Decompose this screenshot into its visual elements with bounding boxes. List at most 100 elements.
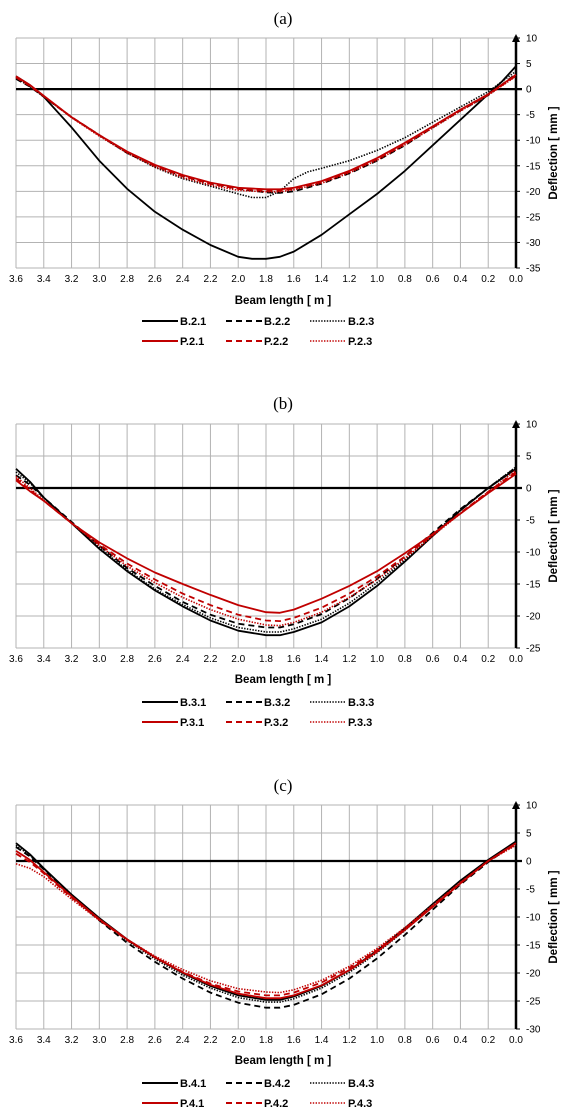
x-tick-label: 0.8	[398, 654, 412, 665]
legend: B.3.1 B.3.2 B.3.3 P.3.1 P.3.2 P.3.3	[142, 697, 374, 729]
y-tick-label: 0	[526, 484, 532, 495]
x-tick-label: 1.2	[342, 1035, 356, 1046]
y-tick-label: -5	[526, 516, 535, 527]
y-tick-label: -30	[526, 1025, 541, 1036]
x-tick-label: 3.0	[92, 1035, 106, 1046]
x-tick-label: 0.6	[426, 274, 440, 285]
y-tick-label: -35	[526, 264, 541, 275]
chart-panel-c: (c) 10 5 0 -5 -10 -15 -20 -25 -30 3.6 3.4 3.2 3.0 2.8 2…	[9, 776, 560, 1110]
y-tick-label: -5	[526, 110, 535, 121]
series-lines	[15, 65, 517, 260]
x-tick-label: 3.2	[65, 274, 79, 285]
series-line-P.2.3	[15, 75, 517, 193]
y-tick-label: -15	[526, 580, 541, 591]
y-axis-title: Deflection [ mm ]	[548, 489, 560, 582]
x-tick-label: 1.4	[315, 654, 329, 665]
x-axis-title: Beam length [ m ]	[235, 1055, 332, 1067]
legend-label-P.2.2: P.2.2	[264, 336, 288, 348]
x-tick-label: 1.8	[259, 274, 273, 285]
x-tick-label: 1.0	[370, 1035, 384, 1046]
x-tick-label: 0.4	[453, 274, 467, 285]
panel-label: (c)	[274, 776, 293, 795]
x-tick-label: 2.2	[203, 274, 217, 285]
legend-label-P.4.1: P.4.1	[180, 1098, 204, 1110]
legend-label-P.3.3: P.3.3	[348, 717, 372, 729]
legend-label-P.4.3: P.4.3	[348, 1098, 372, 1110]
y-tick-label: -30	[526, 238, 541, 249]
y-tick-label: -25	[526, 644, 541, 655]
legend-label-B.2.2: B.2.2	[264, 316, 290, 328]
series-line-B.3.1	[15, 468, 517, 637]
series-line-P.3.3	[15, 469, 517, 627]
x-tick-label: 3.6	[9, 274, 23, 285]
x-tick-label: 0.8	[398, 274, 412, 285]
x-tick-label: 1.8	[259, 654, 273, 665]
x-tick-label: 3.6	[9, 654, 23, 665]
legend-label-B.3.3: B.3.3	[348, 697, 374, 709]
y-tick-label: -10	[526, 136, 541, 147]
x-tick-label: 2.6	[148, 274, 162, 285]
x-tick-label: 2.8	[120, 274, 134, 285]
y-tick-label: -5	[526, 885, 535, 896]
x-axis-title: Beam length [ m ]	[235, 295, 332, 307]
y-tick-label: -15	[526, 941, 541, 952]
x-axis-title: Beam length [ m ]	[235, 674, 332, 686]
series-lines	[15, 840, 517, 1009]
x-tick-label: 3.2	[65, 654, 79, 665]
chart-panel-b: (b) 10 5 0 -5 -10 -15 -20 -25 3.6 3.4 3.2 3.0 2.8 2.6 2…	[9, 394, 560, 729]
x-tick-label: 0.2	[481, 1035, 495, 1046]
y-tick-label: -20	[526, 612, 541, 623]
x-tick-label: 2.4	[176, 1035, 190, 1046]
series-line-B.4.2	[15, 841, 517, 1009]
legend-label-B.4.2: B.4.2	[264, 1078, 290, 1090]
x-tick-label: 2.4	[176, 274, 190, 285]
y-tick-label: 5	[526, 452, 532, 463]
x-tick-label: 1.2	[342, 274, 356, 285]
y-tick-label: -20	[526, 187, 541, 198]
x-tick-label: 0.2	[481, 274, 495, 285]
y-tick-label: -10	[526, 913, 541, 924]
x-tick-label: 1.0	[370, 654, 384, 665]
legend-label-B.2.1: B.2.1	[180, 316, 206, 328]
x-tick-label: 0.0	[509, 1035, 523, 1046]
legend-label-B.4.3: B.4.3	[348, 1078, 374, 1090]
y-tick-label: -20	[526, 969, 541, 980]
legend-label-B.2.3: B.2.3	[348, 316, 374, 328]
y-tick-label: 0	[526, 85, 532, 96]
x-tick-label: 1.6	[287, 654, 301, 665]
x-tick-label: 1.6	[287, 1035, 301, 1046]
legend-label-P.3.2: P.3.2	[264, 717, 288, 729]
panel-label: (a)	[274, 9, 293, 28]
x-tick-label: 1.4	[315, 1035, 329, 1046]
series-lines	[15, 466, 517, 637]
x-tick-label: 2.8	[120, 1035, 134, 1046]
y-tick-label: -10	[526, 548, 541, 559]
legend: B.4.1 B.4.2 B.4.3 P.4.1 P.4.2 P.4.3	[142, 1078, 374, 1110]
y-tick-label: 10	[526, 420, 538, 431]
x-tick-label: 2.4	[176, 654, 190, 665]
legend-label-P.2.1: P.2.1	[180, 336, 204, 348]
legend-label-P.4.2: P.4.2	[264, 1098, 288, 1110]
legend-label-B.3.2: B.3.2	[264, 697, 290, 709]
legend-label-P.3.1: P.3.1	[180, 717, 204, 729]
x-tick-label: 3.6	[9, 1035, 23, 1046]
x-tick-label: 1.0	[370, 274, 384, 285]
y-axis-title: Deflection [ mm ]	[548, 870, 560, 963]
series-line-P.4.3	[15, 844, 517, 994]
x-tick-label: 1.4	[315, 274, 329, 285]
x-tick-label: 2.0	[231, 654, 245, 665]
x-tick-label: 1.2	[342, 654, 356, 665]
x-tick-label: 2.0	[231, 274, 245, 285]
x-tick-label: 0.8	[398, 1035, 412, 1046]
legend-label-B.3.1: B.3.1	[180, 697, 206, 709]
x-tick-label: 3.0	[92, 274, 106, 285]
x-tick-label: 2.2	[203, 654, 217, 665]
y-tick-label: -25	[526, 997, 541, 1008]
x-tick-label: 2.2	[203, 1035, 217, 1046]
legend-label-B.4.1: B.4.1	[180, 1078, 206, 1090]
x-tick-label: 2.6	[148, 654, 162, 665]
series-line-B.4.3	[15, 841, 517, 1003]
x-tick-label: 2.8	[120, 654, 134, 665]
x-tick-label: 0.6	[426, 1035, 440, 1046]
